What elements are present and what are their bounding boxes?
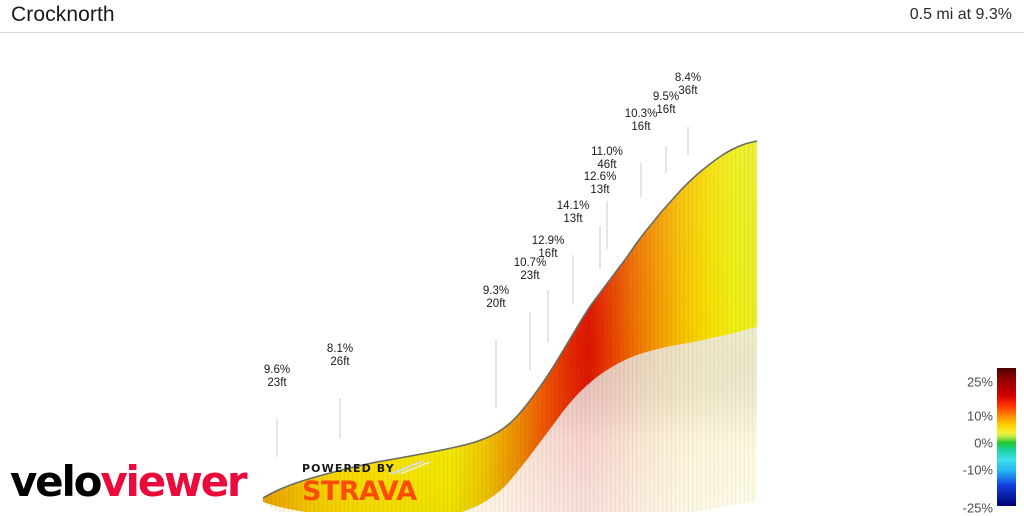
strava-swoosh-icon: [388, 461, 432, 474]
strava-attribution[interactable]: POWERED BY STRAVA: [302, 461, 432, 507]
profile-top-face-shading: [263, 141, 757, 512]
page-title: Crocknorth: [11, 3, 115, 26]
segment-summary-stat: 0.5 mi at 9.3%: [909, 6, 1012, 23]
gradient-colorbar-legend: 25% 10% 0% -10% -25%: [940, 362, 1020, 516]
colorbar-tick-label: 0%: [974, 435, 993, 451]
powered-by-label: POWERED BY: [302, 462, 395, 475]
colorbar-tick-label: 25%: [966, 374, 993, 390]
annotation-leader-lines: [276, 127, 689, 457]
strava-wordmark: STRAVA: [302, 476, 417, 507]
elevation-profile-chart[interactable]: 9.6% 23ft 8.1% 26ft 9.3% 20ft 10.7% 23ft 12.9% 16…: [0, 33, 1024, 512]
footer-branding: veloviewer POWERED BY STRAVA: [0, 452, 1024, 512]
veloviewer-logo-velo: velo: [10, 457, 103, 506]
elevation-profile-svg: [262, 127, 758, 512]
profile-ridge-line: [262, 140, 758, 499]
veloviewer-logo[interactable]: veloviewer: [10, 457, 248, 506]
header-bar: Crocknorth 0.5 mi at 9.3%: [0, 0, 1024, 33]
colorbar-tick-label: 10%: [966, 408, 993, 424]
profile-shadow-face-shading: [263, 327, 757, 512]
colorbar-tick-label: -10%: [962, 462, 993, 478]
profile-segment-ribs: [266, 142, 754, 512]
veloviewer-logo-viewer: viewer: [100, 457, 247, 506]
colorbar-gradient: [997, 368, 1016, 506]
